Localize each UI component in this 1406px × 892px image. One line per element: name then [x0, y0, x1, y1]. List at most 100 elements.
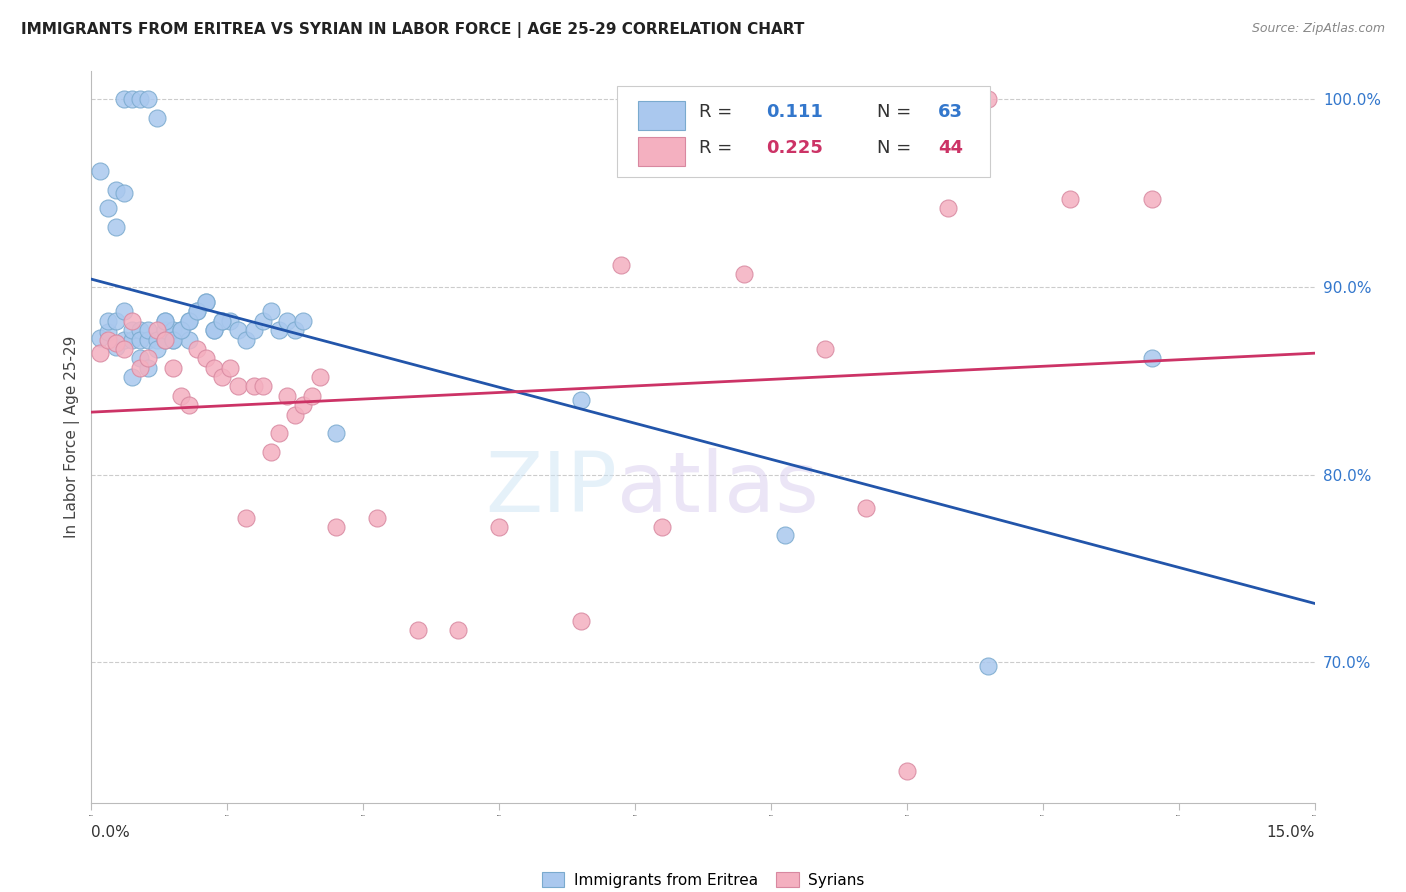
Point [243, 323, 266, 337]
Point [153, 333, 176, 347]
Text: 0.225: 0.225 [766, 139, 824, 157]
Point [153, 314, 176, 328]
Point [145, 342, 167, 356]
Point [325, 520, 347, 534]
Text: 0.111: 0.111 [766, 103, 824, 120]
Point [121, 323, 143, 337]
Point [406, 624, 429, 638]
Point [284, 323, 307, 337]
Point [488, 520, 510, 534]
Point [112, 342, 135, 356]
Point [121, 333, 143, 347]
Point [610, 258, 633, 272]
Point [896, 764, 918, 778]
Point [162, 333, 184, 347]
Point [121, 370, 143, 384]
FancyBboxPatch shape [638, 137, 685, 167]
Point [219, 314, 242, 328]
Point [129, 351, 152, 366]
Point [194, 351, 217, 366]
Point [179, 314, 201, 328]
Point [186, 342, 208, 356]
Point [112, 186, 135, 201]
Point [202, 360, 225, 375]
Point [260, 304, 283, 318]
Point [202, 323, 225, 337]
Point [186, 304, 208, 318]
Point [235, 333, 257, 347]
Point [260, 445, 283, 459]
Point [977, 93, 1000, 107]
Point [235, 510, 257, 524]
Text: R =: R = [699, 103, 738, 120]
Point [145, 323, 167, 337]
Text: N =: N = [877, 103, 917, 120]
Point [325, 426, 347, 441]
Point [179, 333, 201, 347]
Point [1059, 192, 1081, 206]
Point [211, 370, 233, 384]
Point [936, 201, 959, 215]
Y-axis label: In Labor Force | Age 25-29: In Labor Force | Age 25-29 [65, 336, 80, 538]
Point [179, 314, 201, 328]
Point [121, 314, 143, 328]
Point [194, 295, 217, 310]
Point [170, 323, 193, 337]
Point [104, 314, 127, 328]
Text: ZIP: ZIP [485, 448, 617, 529]
Point [170, 389, 193, 403]
Text: 0.0%: 0.0% [91, 825, 131, 840]
Point [89, 331, 111, 345]
Point [1140, 192, 1163, 206]
Point [104, 336, 127, 351]
Point [162, 360, 184, 375]
Point [366, 510, 388, 524]
Point [773, 527, 796, 541]
Point [211, 314, 233, 328]
Point [153, 323, 176, 337]
Point [97, 333, 120, 347]
Point [977, 659, 1000, 673]
Point [145, 333, 167, 347]
Point [202, 323, 225, 337]
Point [153, 333, 176, 347]
Point [219, 360, 242, 375]
Point [97, 314, 120, 328]
Point [276, 314, 298, 328]
Point [447, 624, 470, 638]
Point [194, 295, 217, 310]
Point [138, 360, 160, 375]
Point [170, 323, 193, 337]
Text: R =: R = [699, 139, 738, 157]
Point [112, 93, 135, 107]
Point [153, 314, 176, 328]
Point [651, 520, 673, 534]
Legend: Immigrants from Eritrea, Syrians: Immigrants from Eritrea, Syrians [536, 866, 870, 892]
Point [138, 351, 160, 366]
Text: Source: ZipAtlas.com: Source: ZipAtlas.com [1251, 22, 1385, 36]
Text: N =: N = [877, 139, 917, 157]
Point [855, 501, 877, 516]
Point [267, 323, 290, 337]
Point [186, 304, 208, 318]
Text: IMMIGRANTS FROM ERITREA VS SYRIAN IN LABOR FORCE | AGE 25-29 CORRELATION CHART: IMMIGRANTS FROM ERITREA VS SYRIAN IN LAB… [21, 22, 804, 38]
Point [308, 370, 330, 384]
Text: 44: 44 [938, 139, 963, 157]
Point [569, 614, 592, 628]
Point [89, 345, 111, 359]
Point [104, 340, 127, 354]
Point [284, 408, 307, 422]
Point [292, 398, 315, 412]
Point [129, 93, 152, 107]
Text: 63: 63 [938, 103, 963, 120]
Point [121, 93, 143, 107]
Point [226, 379, 249, 393]
Point [138, 323, 160, 337]
Point [243, 379, 266, 393]
Point [569, 392, 592, 407]
Point [104, 182, 127, 196]
Point [162, 323, 184, 337]
Point [211, 314, 233, 328]
Point [292, 314, 315, 328]
Point [252, 379, 274, 393]
